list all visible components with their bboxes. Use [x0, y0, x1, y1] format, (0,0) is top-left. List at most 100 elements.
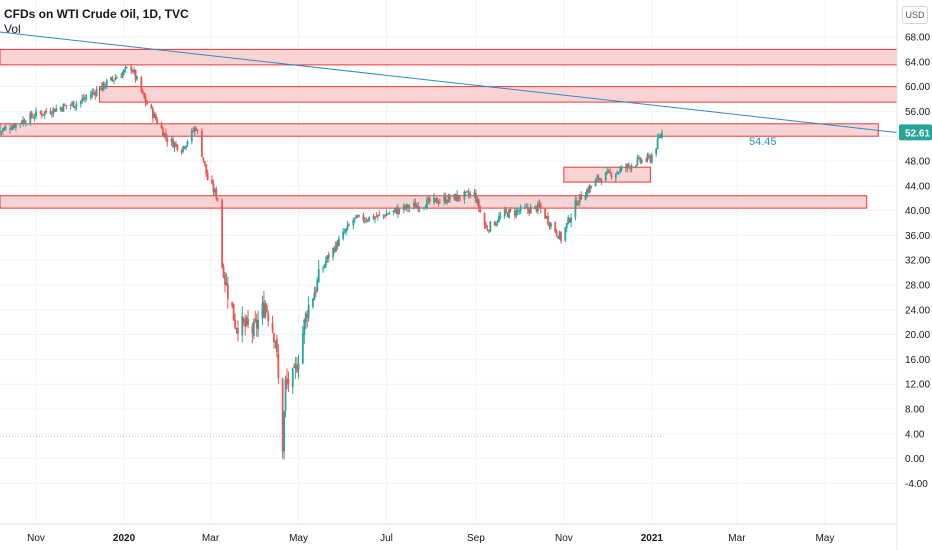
- candle-body: [574, 200, 577, 218]
- candle-body: [635, 165, 637, 167]
- candle-body: [352, 220, 355, 226]
- candle-body: [313, 292, 316, 301]
- candle-body: [281, 378, 284, 452]
- candle-body: [49, 111, 52, 114]
- zone-1[interactable]: [99, 86, 898, 103]
- candle-body: [133, 70, 136, 73]
- candle-body: [192, 130, 195, 132]
- candle-body: [273, 333, 275, 343]
- candle-body: [627, 164, 630, 166]
- candle-body: [42, 114, 45, 116]
- y-tick-label: 20.00: [905, 330, 930, 341]
- candle-body: [487, 230, 490, 232]
- candle-body: [160, 123, 163, 129]
- candle-body: [384, 215, 386, 217]
- candle-body: [232, 303, 235, 321]
- candle-body: [332, 248, 335, 258]
- candle-body: [275, 338, 278, 352]
- candle-body: [424, 207, 427, 209]
- candle-body: [382, 214, 385, 216]
- trendline[interactable]: [0, 31, 898, 133]
- candle-body: [614, 174, 617, 178]
- candle-body: [337, 238, 340, 246]
- zone-2[interactable]: [0, 123, 879, 137]
- y-tick-label: 56.00: [905, 107, 930, 118]
- candle-body: [102, 81, 105, 89]
- candle-body: [212, 183, 215, 193]
- candle-body: [604, 172, 607, 181]
- candle-body: [237, 327, 239, 334]
- candle-body: [398, 209, 401, 211]
- candle-body: [395, 208, 398, 214]
- candle-body: [0, 131, 3, 132]
- candle-body: [59, 107, 62, 110]
- y-tick-label: 12.00: [905, 380, 930, 391]
- candle-body: [620, 166, 623, 170]
- candle-body: [252, 321, 255, 336]
- candle-body: [578, 194, 581, 203]
- candle-body: [624, 167, 627, 168]
- candle-body: [114, 77, 117, 80]
- candle-body: [453, 194, 456, 199]
- candle-body: [162, 128, 164, 137]
- candle-body: [33, 117, 36, 119]
- trendline-group[interactable]: 54.45: [0, 31, 898, 148]
- zone-0[interactable]: [0, 48, 898, 66]
- candle-body: [154, 114, 157, 120]
- candle-body: [85, 96, 88, 98]
- candle-body: [105, 80, 108, 87]
- candle-body: [110, 77, 112, 81]
- candle-body: [176, 144, 179, 151]
- candle-body: [529, 206, 532, 214]
- candle-body: [436, 197, 438, 204]
- chart-title: CFDs on WTI Crude Oil, 1D, TVC: [4, 7, 189, 21]
- candle-body: [23, 120, 26, 124]
- candle-body: [314, 290, 317, 293]
- candle-body: [304, 313, 307, 323]
- candle-body: [247, 318, 249, 325]
- candle-body: [645, 160, 647, 162]
- candle-body: [447, 195, 450, 203]
- candle-body: [301, 333, 304, 364]
- candle-body: [646, 154, 649, 161]
- candle-body: [610, 173, 613, 178]
- candle-body: [303, 319, 306, 336]
- candle-body: [74, 106, 76, 108]
- candle-body: [600, 179, 603, 182]
- candle-body: [255, 319, 258, 328]
- candle-body: [286, 378, 288, 382]
- y-tick-label: 0.00: [905, 454, 925, 465]
- candle-body: [358, 215, 360, 217]
- candle-body: [558, 232, 561, 239]
- currency-button[interactable]: USD: [902, 6, 928, 24]
- candle-body: [213, 189, 216, 193]
- candle-body: [544, 208, 547, 219]
- candle-body: [388, 213, 391, 215]
- candle-body: [141, 90, 144, 93]
- candle-body: [323, 264, 326, 268]
- candle-body: [425, 199, 428, 209]
- candle-body: [640, 160, 643, 163]
- candle-body: [456, 194, 459, 202]
- candle-body: [264, 304, 267, 318]
- candle-body: [271, 323, 274, 332]
- candle-body: [467, 192, 470, 196]
- candle-body: [606, 170, 609, 173]
- candle-body: [368, 216, 371, 222]
- candle-body: [296, 365, 298, 372]
- candle-body: [537, 203, 539, 212]
- candle-body: [131, 70, 134, 73]
- candle-body: [22, 119, 24, 124]
- candle-body: [586, 189, 588, 198]
- candle-body: [427, 198, 430, 201]
- candle-body: [564, 227, 567, 241]
- candle-body: [104, 86, 107, 88]
- candle-body: [1, 129, 4, 132]
- candle-body: [397, 208, 399, 215]
- candle-body: [35, 110, 37, 117]
- candle-body: [200, 131, 203, 157]
- candle-body: [322, 268, 324, 270]
- y-tick-label: 60.00: [905, 82, 930, 93]
